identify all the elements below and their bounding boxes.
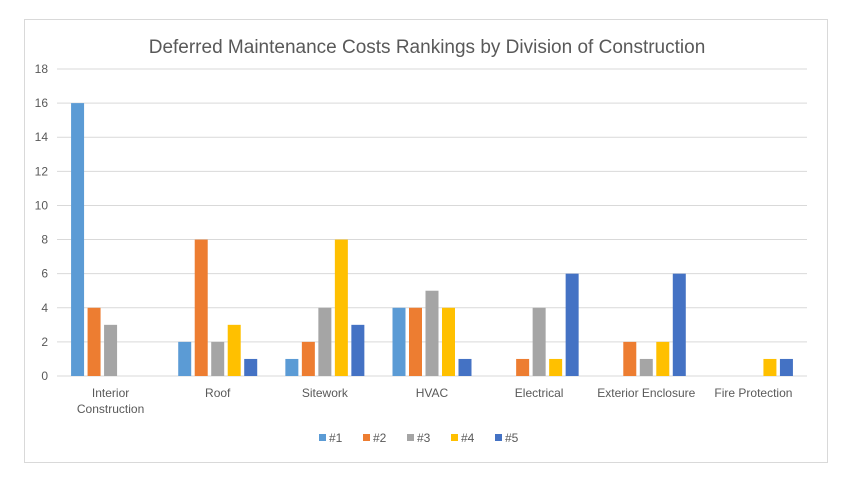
legend-swatch [495,434,502,441]
bar-rank2-cat1 [194,239,208,376]
bar-rank4-cat1 [227,324,241,376]
category-label: Construction [77,402,144,416]
category-label: Interior [92,386,129,400]
bar-rank2-cat0 [87,307,101,376]
bar-rank4-cat2 [334,239,348,376]
category-label: Fire Protection [714,386,792,400]
bar-rank3-cat5 [639,358,653,376]
chart-title: Deferred Maintenance Costs Rankings by D… [149,37,706,58]
bar-rank5-cat3 [458,358,472,376]
chart-svg: Deferred Maintenance Costs Rankings by D… [35,37,807,445]
bar-rank5-cat4 [565,273,579,376]
y-tick-label: 10 [35,198,49,212]
y-tick-label: 16 [35,96,49,110]
legend-swatch [363,434,370,441]
y-tick-label: 2 [41,335,48,349]
legend-label: #4 [461,431,475,445]
legend-swatch [319,434,326,441]
bar-rank3-cat1 [211,341,225,376]
bar-rank5-cat5 [672,273,686,376]
y-tick-label: 4 [41,301,48,315]
legend-label: #5 [505,431,519,445]
bar-rank5-cat2 [351,324,365,376]
bar-rank2-cat2 [301,341,315,376]
y-tick-label: 0 [41,369,48,383]
legend-swatch [451,434,458,441]
category-label: Electrical [515,386,564,400]
category-label: Sitework [302,386,349,400]
bar-rank2-cat3 [409,307,422,376]
legend-swatch [407,434,414,441]
bar-rank1-cat3 [392,307,406,376]
chart-frame: Deferred Maintenance Costs Rankings by D… [24,19,828,463]
bar-rank4-cat3 [442,307,455,376]
legend-label: #1 [329,431,343,445]
legend-label: #3 [417,431,431,445]
y-tick-label: 12 [35,164,49,178]
category-label: Exterior Enclosure [597,386,695,400]
bar-rank1-cat2 [285,358,299,376]
category-labels: Interior Construction Roof Sitework HVAC Elec… [77,386,793,416]
bar-rank1-cat0 [71,103,85,376]
bar-rank2-cat5 [623,341,637,376]
bar-rank4-cat5 [656,341,670,376]
legend-label: #2 [373,431,387,445]
category-label: Roof [205,386,231,400]
bars [71,103,793,376]
bar-rank3-cat3 [425,290,439,376]
bar-rank3-cat4 [532,307,546,376]
bar-rank4-cat4 [549,358,563,376]
bar-rank5-cat6 [779,358,793,376]
bar-rank2-cat4 [516,358,530,376]
y-axis-tick-labels: 0 2 4 6 8 10 12 14 16 18 [35,62,49,383]
y-tick-label: 14 [35,130,49,144]
category-label: HVAC [416,386,449,400]
bar-rank5-cat1 [244,358,258,376]
bar-rank3-cat2 [318,307,332,376]
bar-rank1-cat1 [178,341,192,376]
y-tick-label: 8 [41,233,48,247]
legend: #1 #2 #3 #4 #5 [319,431,519,445]
y-tick-label: 18 [35,62,49,76]
y-tick-label: 6 [41,267,48,281]
bar-rank3-cat0 [104,324,118,376]
bar-rank4-cat6 [763,358,777,376]
